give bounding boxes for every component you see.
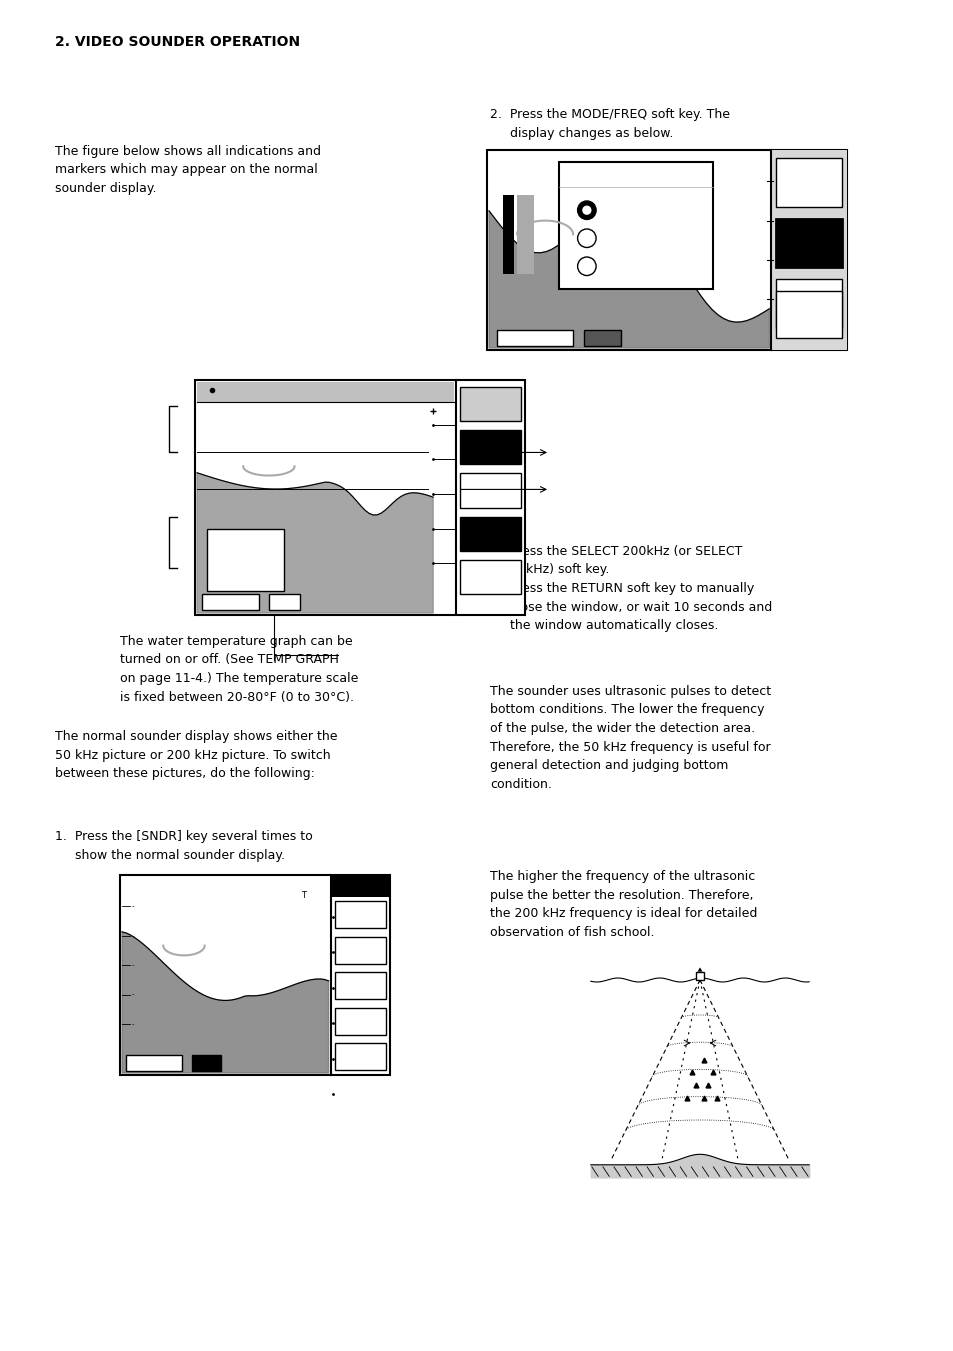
Bar: [196, 382, 454, 401]
Bar: [269, 594, 299, 611]
Text: The water temperature graph can be
turned on or off. (See TEMP GRAPH
on page 11-: The water temperature graph can be turne…: [120, 635, 358, 704]
Bar: [775, 292, 841, 338]
Text: The higher the frequency of the ultrasonic
pulse the better the resolution. Ther: The higher the frequency of the ultrason…: [490, 870, 757, 939]
Bar: [335, 1008, 385, 1035]
Bar: [207, 528, 284, 590]
Bar: [695, 971, 703, 979]
Bar: [335, 901, 385, 928]
Text: -: -: [132, 932, 134, 939]
Text: 2. VIDEO SOUNDER OPERATION: 2. VIDEO SOUNDER OPERATION: [55, 35, 300, 49]
Text: -: -: [132, 992, 134, 997]
Text: 2.  Press the MODE/FREQ soft key. The
     display changes as below.: 2. Press the MODE/FREQ soft key. The dis…: [490, 108, 729, 139]
Bar: [771, 150, 846, 350]
Polygon shape: [697, 967, 701, 971]
Bar: [584, 330, 620, 346]
Circle shape: [577, 257, 596, 276]
Bar: [775, 158, 841, 207]
Bar: [775, 219, 841, 267]
Bar: [120, 875, 390, 1075]
Text: 1.  Press the [SNDR] key several times to
     show the normal sounder display.: 1. Press the [SNDR] key several times to…: [55, 830, 313, 862]
Polygon shape: [122, 932, 328, 1073]
Text: -: -: [132, 962, 134, 969]
Bar: [517, 195, 534, 273]
Text: T: T: [301, 890, 306, 900]
Bar: [459, 559, 520, 594]
Bar: [486, 150, 846, 350]
Bar: [335, 936, 385, 963]
Bar: [497, 330, 573, 346]
Circle shape: [577, 201, 596, 219]
Bar: [459, 430, 520, 465]
Text: 3.  Press the SELECT 200kHz (or SELECT
     50kHz) soft key.
4.  Press the RETUR: 3. Press the SELECT 200kHz (or SELECT 50…: [490, 544, 771, 632]
Text: The normal sounder display shows either the
50 kHz picture or 200 kHz picture. T: The normal sounder display shows either …: [55, 730, 337, 780]
Bar: [331, 875, 390, 897]
Bar: [335, 971, 385, 1000]
Bar: [459, 473, 520, 508]
Bar: [459, 386, 520, 422]
Text: The figure below shows all indications and
markers which may appear on the norma: The figure below shows all indications a…: [55, 145, 320, 195]
Bar: [459, 516, 520, 551]
Bar: [194, 380, 524, 615]
Text: -: -: [132, 1021, 134, 1027]
Bar: [202, 594, 258, 611]
Bar: [335, 1043, 385, 1070]
Text: -: -: [132, 904, 134, 909]
Bar: [558, 162, 713, 289]
Text: The sounder uses ultrasonic pulses to detect
bottom conditions. The lower the fr: The sounder uses ultrasonic pulses to de…: [490, 685, 770, 790]
Bar: [126, 1055, 182, 1071]
Circle shape: [581, 205, 591, 215]
Bar: [775, 280, 841, 328]
Circle shape: [577, 228, 596, 247]
Bar: [193, 1055, 221, 1071]
Polygon shape: [489, 195, 768, 349]
Polygon shape: [196, 473, 433, 613]
Bar: [502, 195, 514, 273]
